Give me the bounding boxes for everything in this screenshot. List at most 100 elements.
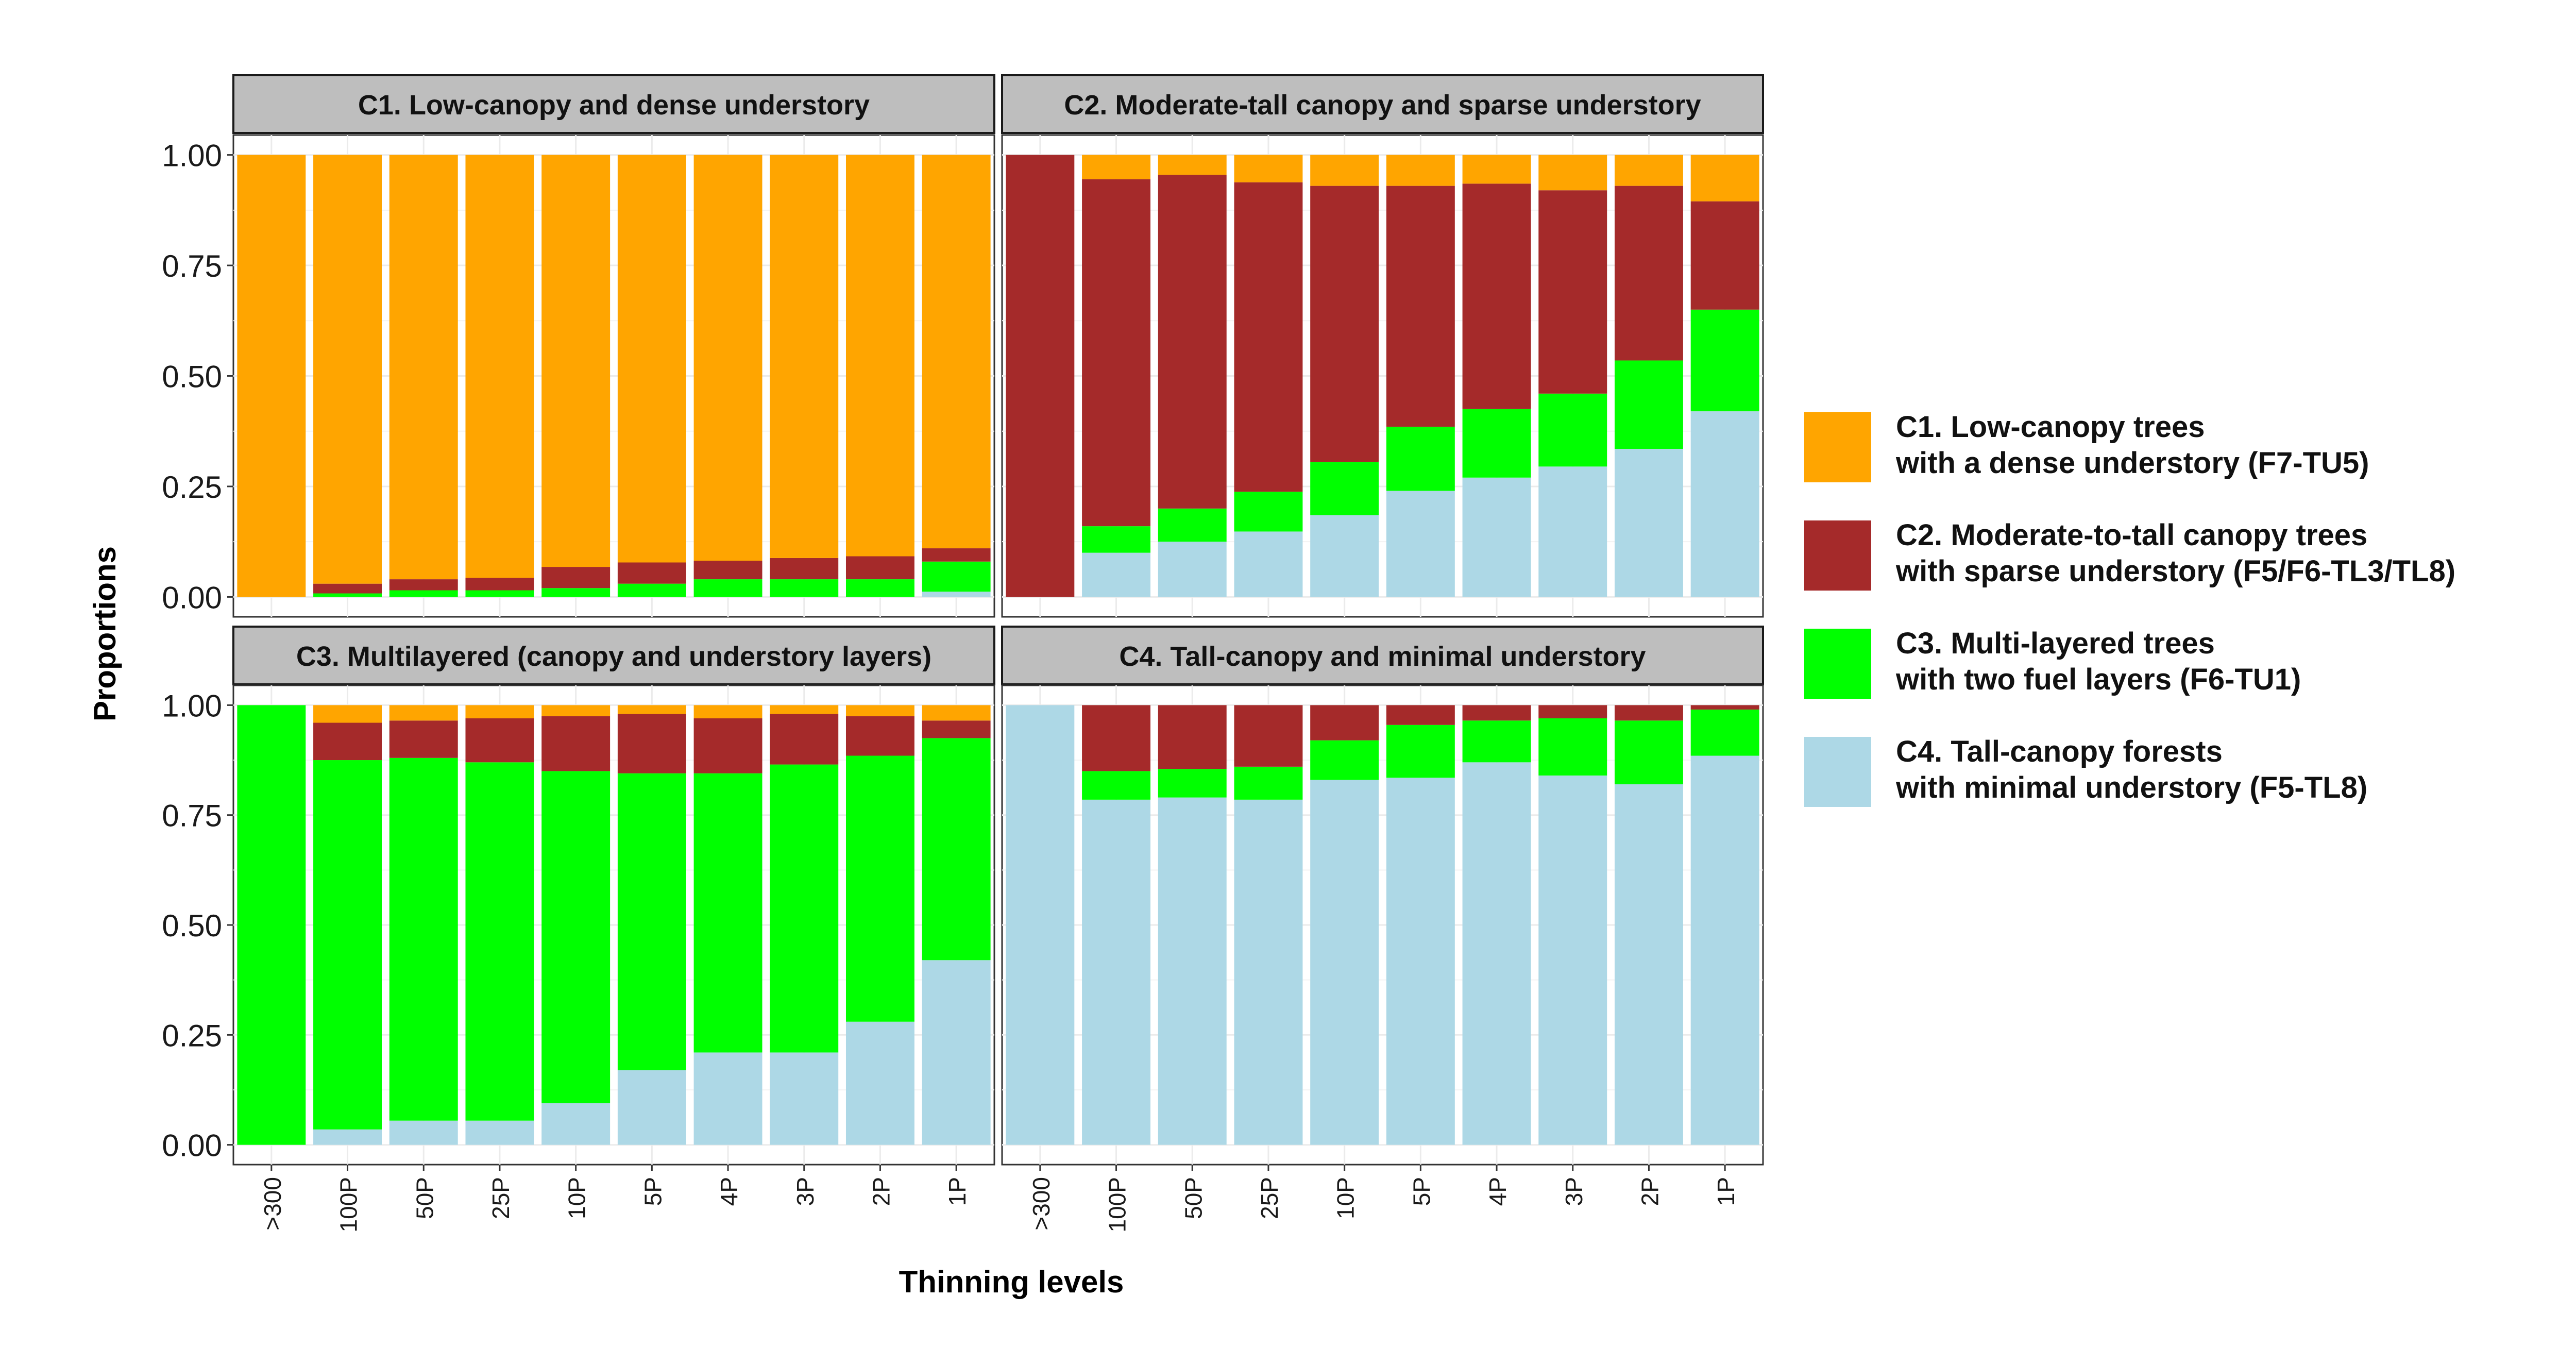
bar-c3-50p <box>389 758 458 1121</box>
bar-c1-25p <box>465 705 534 718</box>
y-axis-panel-3: 0.00 0.25 0.50 0.75 1.00 <box>162 688 233 1163</box>
bar-c3-1p <box>922 561 991 592</box>
bar-c4-5p <box>1386 491 1455 597</box>
bar-c1-3p <box>1538 155 1607 191</box>
bar-c2-5p <box>1386 705 1455 725</box>
bar-c2-2p <box>845 556 914 580</box>
bar-c1-50p <box>389 705 458 721</box>
bar-c1-3p <box>770 705 839 714</box>
bar-c2-1p <box>922 548 991 562</box>
bar-c3-100p <box>313 760 382 1130</box>
panel-strip <box>1001 74 1764 134</box>
bar-c3-gt300 <box>237 705 306 1145</box>
bar-c1-25p <box>465 155 534 578</box>
bar-c2-10p <box>1310 705 1379 741</box>
x-tick-label: 5P <box>1408 1177 1435 1206</box>
bar-c2-25p <box>465 718 534 763</box>
x-tick-label: 100P <box>1104 1177 1131 1232</box>
bar-c3-4p <box>693 773 762 1053</box>
panel-3: C3. Multilayered (canopy and understory … <box>232 626 995 1166</box>
bar-c2-3p <box>770 558 839 580</box>
legend-label-line1: C4. Tall-canopy forests <box>1896 735 2223 768</box>
legend-swatch <box>1804 629 1871 699</box>
bar-c4-25p <box>1234 799 1303 1145</box>
x-tick-label: 3P <box>1561 1177 1587 1206</box>
panel-title: C2. Moderate-tall canopy and sparse unde… <box>1064 90 1701 121</box>
legend-swatch <box>1804 737 1871 807</box>
bar-c3-5p <box>617 773 686 1070</box>
panel-strip <box>232 626 995 685</box>
bar-c4-5p <box>1386 778 1455 1145</box>
bar-c4-10p <box>541 1103 611 1145</box>
bar-c3-5p <box>617 583 686 597</box>
bar-c2-25p <box>1234 182 1303 492</box>
x-tick-label: 1P <box>944 1177 971 1206</box>
bar-c1-100p <box>1082 155 1151 179</box>
bar-c3-10p <box>1310 740 1379 780</box>
x-axis-title: Thinning levels <box>899 1265 1124 1299</box>
legend-label-line1: C3. Multi-layered trees <box>1896 627 2215 660</box>
x-tick-label: 4P <box>716 1177 742 1206</box>
bar-c4-2p <box>1614 784 1683 1145</box>
bar-c3-5p <box>1386 725 1455 778</box>
bar-c4-3p <box>1538 775 1607 1145</box>
bar-c2-5p <box>617 714 686 773</box>
legend-swatch <box>1804 520 1871 591</box>
y-tick-label: 0.50 <box>162 360 222 394</box>
bar-c4-25p <box>1234 531 1303 597</box>
chart-panels: C1. Low-canopy and dense understory C2. M… <box>232 74 1764 1166</box>
bar-c4-2p <box>1614 449 1683 597</box>
bar-c3-50p <box>389 590 458 597</box>
bar-c3-2p <box>845 579 914 597</box>
x-tick-label: 50P <box>1180 1177 1207 1219</box>
bar-c3-2p <box>1614 720 1683 784</box>
x-tick-label: 5P <box>639 1177 666 1206</box>
bar-c2-50p <box>1158 175 1227 509</box>
panel-1: C1. Low-canopy and dense understory <box>232 74 995 618</box>
bar-c4-100p <box>1082 552 1151 597</box>
bar-c1-10p <box>1310 155 1379 186</box>
bar-c3-100p <box>313 593 382 597</box>
bar-c4-gt300 <box>1006 705 1075 1145</box>
bar-c1-4p <box>693 155 762 561</box>
bar-c2-50p <box>389 720 458 758</box>
y-axis-panel-1: 0.00 0.25 0.50 0.75 1.00 <box>162 139 233 615</box>
x-tick-label: 10P <box>1332 1177 1359 1219</box>
bar-c4-50p <box>1158 542 1227 597</box>
bar-c1-2p <box>845 705 914 716</box>
bar-c2-3p <box>1538 190 1607 394</box>
legend-swatch <box>1804 412 1871 482</box>
x-tick-label: 3P <box>792 1177 819 1206</box>
bar-c3-100p <box>1082 771 1151 800</box>
bar-c2-100p <box>313 722 382 761</box>
bar-stack-group <box>1006 705 1759 1145</box>
bar-c3-2p <box>845 755 914 1022</box>
bar-c2-25p <box>1234 705 1303 767</box>
bar-c3-10p <box>541 771 611 1103</box>
panel-2: C2. Moderate-tall canopy and sparse unde… <box>1001 74 1764 618</box>
bar-c4-25p <box>465 1120 534 1145</box>
bar-c1-100p <box>313 155 382 584</box>
bar-c2-100p <box>313 583 382 594</box>
bar-c3-3p <box>1538 393 1607 467</box>
bar-c3-10p <box>1310 462 1379 515</box>
bar-c3-1p <box>1690 309 1759 412</box>
bar-c4-50p <box>389 1120 458 1145</box>
bar-c1-1p <box>922 705 991 721</box>
legend-label-line1: C1. Low-canopy trees <box>1896 410 2205 444</box>
bar-c4-100p <box>1082 799 1151 1145</box>
y-tick-label: 1.00 <box>162 688 222 723</box>
bar-c4-2p <box>845 1021 914 1145</box>
bar-c2-4p <box>693 718 762 773</box>
x-axis-panel-3: >300 100P 50P 25P 10P 5P 4P 3P 2P 1P <box>259 1165 971 1232</box>
bar-c2-5p <box>617 562 686 584</box>
bar-c2-2p <box>845 716 914 756</box>
bar-c2-gt300 <box>1006 155 1075 597</box>
x-tick-label: 10P <box>564 1177 590 1219</box>
bar-stack-group <box>237 705 991 1145</box>
y-tick-label: 0.00 <box>162 1129 222 1163</box>
legend-label-line2: with sparse understory (F5/F6-TL3/TL8) <box>1895 554 2455 588</box>
x-tick-label: 4P <box>1484 1177 1511 1206</box>
bar-c2-3p <box>770 714 839 765</box>
